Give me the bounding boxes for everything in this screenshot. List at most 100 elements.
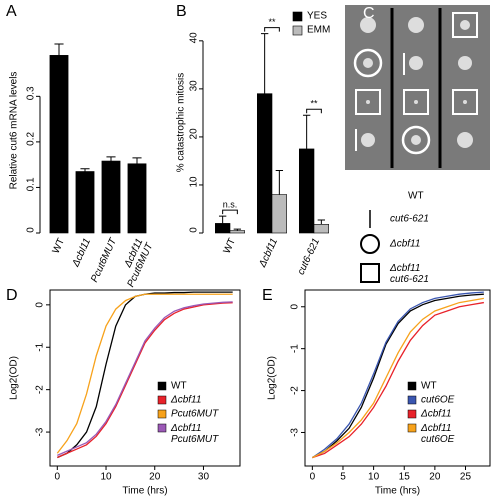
bracket: [222, 209, 238, 215]
bar: [313, 224, 329, 234]
y-tick-label: 0: [35, 302, 46, 308]
x-tick-label: Δcbf11: [257, 237, 280, 270]
panel-label: E: [262, 287, 273, 304]
panel-label: B: [176, 3, 187, 20]
bracket: [306, 108, 322, 114]
legend-text: WT: [171, 381, 187, 392]
legend-text: WT: [421, 381, 437, 392]
x-tick-label: 15: [399, 472, 411, 483]
y-tick-label: -2: [35, 385, 46, 394]
x-tick-label: Δcbf11Pcut6MUT: [115, 236, 155, 289]
y-axis-label: % catastrophic mitosis: [176, 73, 187, 172]
colony: [409, 56, 423, 70]
y-tick-label: 30: [189, 80, 200, 92]
series-line: [312, 301, 484, 459]
y-tick-label: 0: [26, 227, 37, 233]
legend-text: EMM: [307, 25, 330, 36]
x-tick-label: 10: [100, 472, 112, 483]
x-tick-label: 0: [310, 472, 316, 483]
x-tick-label: Pcut6MUT: [89, 236, 119, 284]
legend-swatch: [292, 25, 303, 36]
panel-label: D: [6, 287, 18, 304]
bar: [215, 223, 231, 234]
series-line: [311, 291, 484, 459]
panel-label: A: [6, 3, 17, 20]
bar: [49, 55, 69, 234]
legend-swatch: [407, 409, 417, 419]
colony: [460, 20, 470, 30]
x-axis-label: Time (hrs): [375, 486, 420, 497]
x-tick-label: Δcbl11: [70, 237, 93, 270]
x-tick-label: cut6-621: [296, 237, 322, 277]
y-axis-label: Relative cut6 mRNA levels: [9, 72, 20, 190]
legend-text: Pcut6MUT: [171, 409, 219, 420]
bar: [75, 171, 95, 234]
legend-text: Δcbf11: [389, 239, 420, 250]
annotation: n.s.: [223, 200, 238, 210]
colony: [363, 58, 373, 68]
colony: [360, 17, 376, 33]
y-tick-label: 20: [189, 128, 200, 140]
series-line: [56, 293, 233, 454]
colony: [463, 100, 467, 104]
error-bar: [317, 219, 326, 225]
plot-frame: [304, 289, 491, 467]
colony: [408, 17, 424, 33]
x-tick-label: 10: [368, 472, 380, 483]
legend-text: WT: [408, 191, 424, 202]
legend-swatch: [157, 409, 167, 419]
bar: [101, 160, 121, 234]
error-bar: [106, 156, 116, 162]
x-tick-label: 20: [429, 472, 441, 483]
x-tick-label: 0: [55, 472, 61, 483]
error-bar: [54, 43, 64, 56]
legend-swatch: [157, 395, 167, 405]
legend-text: Δcbf11 Pcut6MUT: [170, 423, 219, 445]
y-tick-label: 40: [189, 32, 200, 44]
plot-frame: [49, 289, 241, 467]
legend-text: cut6-621: [390, 214, 429, 225]
y-tick-label: -1: [35, 342, 46, 351]
bar: [256, 93, 273, 234]
square-marker: [452, 89, 478, 115]
bar: [127, 163, 147, 234]
legend-text: Δcbf11: [420, 409, 451, 420]
colony: [366, 100, 370, 104]
y-tick-label: -1: [290, 344, 301, 353]
y-axis-label: Log2(OD): [267, 356, 278, 400]
legend-swatch: [157, 381, 167, 391]
x-tick-label: 25: [460, 472, 472, 483]
panel-c-image: [345, 5, 490, 283]
legend-text: cut6OE: [421, 395, 455, 406]
error-bar: [233, 228, 242, 231]
y-tick-label: 0.1: [26, 177, 37, 191]
legend-text: Δcbf11 cut6OE: [420, 423, 455, 445]
colony: [458, 56, 472, 70]
error-bar: [218, 215, 227, 224]
series-line: [312, 293, 484, 459]
legend-swatch: [407, 423, 417, 433]
error-bar: [80, 168, 90, 172]
legend-square: [360, 263, 380, 283]
y-tick-label: -3: [290, 428, 301, 437]
colony: [457, 132, 473, 148]
x-tick-label: 30: [198, 472, 210, 483]
colony: [361, 133, 375, 147]
y-tick-label: 10: [189, 176, 200, 188]
y-tick-label: 0: [290, 304, 301, 310]
bar: [271, 194, 287, 234]
y-tick-label: 0.3: [26, 86, 37, 100]
x-axis-label: Time (hrs): [122, 486, 167, 497]
series-line: [57, 302, 233, 459]
y-axis-label: Log2(OD): [9, 356, 20, 400]
error-bar: [275, 170, 284, 195]
legend-swatch: [407, 395, 417, 405]
legend-circle: [360, 234, 380, 254]
bracket: [264, 27, 280, 32]
square-marker: [355, 89, 381, 115]
y-tick-label: 0: [189, 227, 200, 233]
colony: [411, 135, 421, 145]
series-line: [312, 297, 484, 459]
panel-label: C: [363, 5, 375, 22]
x-tick-label: WT: [51, 237, 68, 256]
